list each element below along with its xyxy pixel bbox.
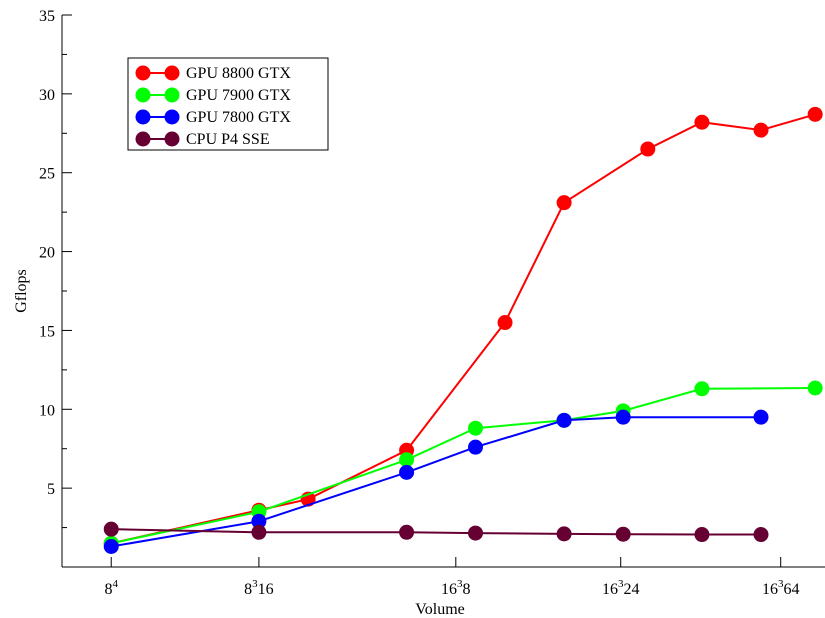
data-point xyxy=(467,420,483,436)
x-tick-label: 84 xyxy=(104,578,118,598)
legend-marker xyxy=(135,87,151,103)
data-point xyxy=(694,527,710,543)
legend-label: CPU P4 SSE xyxy=(186,131,270,148)
series-gpu-8800-gtx xyxy=(103,106,823,551)
legend-label: GPU 7900 GTX xyxy=(186,87,291,104)
legend-marker xyxy=(135,65,151,81)
data-point xyxy=(556,412,572,428)
data-point xyxy=(399,464,415,480)
data-point xyxy=(103,521,119,537)
legend-marker xyxy=(164,87,180,103)
data-point xyxy=(251,513,267,529)
y-ticks: 5 10 15 20 25 30 35 xyxy=(39,8,72,529)
series-cpu-p4-sse xyxy=(103,521,769,543)
x-tick-label: 8316 xyxy=(244,578,274,598)
data-point xyxy=(694,114,710,130)
legend-item: GPU 7800 GTX xyxy=(135,109,291,126)
data-point xyxy=(807,106,823,122)
x-tick-label: 1638 xyxy=(441,578,471,598)
legend-label: GPU 8800 GTX xyxy=(186,65,291,82)
data-point xyxy=(694,381,710,397)
legend-marker xyxy=(164,65,180,81)
series-line xyxy=(110,387,816,545)
data-point xyxy=(103,538,119,554)
y-tick-label: 15 xyxy=(39,323,55,340)
x-axis-label: Volume xyxy=(415,601,464,618)
data-point xyxy=(556,526,572,542)
data-point xyxy=(640,141,656,157)
x-ticks: 84 8316 1638 16324 16364 xyxy=(104,557,799,598)
data-point xyxy=(399,524,415,540)
data-point xyxy=(467,439,483,455)
data-point xyxy=(753,409,769,425)
y-tick-label: 35 xyxy=(39,8,55,25)
series-gpu-7800-gtx xyxy=(103,409,769,554)
data-point xyxy=(615,409,631,425)
legend-marker xyxy=(164,131,180,147)
y-tick-label: 10 xyxy=(39,402,55,419)
x-tick-label: 16364 xyxy=(762,578,800,598)
legend-item: CPU P4 SSE xyxy=(135,131,270,148)
legend-marker xyxy=(135,109,151,125)
legend-marker xyxy=(164,109,180,125)
data-point xyxy=(497,315,513,331)
legend-label: GPU 7800 GTX xyxy=(186,109,291,126)
data-point xyxy=(753,527,769,543)
series-line xyxy=(111,416,761,548)
series-line xyxy=(111,528,761,536)
y-tick-label: 25 xyxy=(39,166,55,183)
legend-item: GPU 7900 GTX xyxy=(135,87,291,104)
series-gpu-7900-gtx xyxy=(103,380,823,551)
y-tick-label: 30 xyxy=(39,87,55,104)
y-tick-label: 5 xyxy=(47,481,55,498)
data-point xyxy=(807,380,823,396)
data-point xyxy=(615,526,631,542)
y-axis-label: Gflops xyxy=(13,269,30,313)
legend: GPU 8800 GTX GPU 7900 GTX GPU 7800 GTX CPU … xyxy=(127,57,329,151)
legend-marker xyxy=(135,131,151,147)
data-point xyxy=(753,122,769,138)
legend-item: GPU 8800 GTX xyxy=(135,65,291,82)
data-point xyxy=(556,195,572,211)
x-tick-label: 16324 xyxy=(602,578,640,598)
data-point xyxy=(467,525,483,541)
series-group xyxy=(103,106,823,554)
data-point xyxy=(251,524,267,540)
data-point xyxy=(399,452,415,468)
y-tick-label: 20 xyxy=(39,245,55,262)
series-line xyxy=(110,113,816,545)
